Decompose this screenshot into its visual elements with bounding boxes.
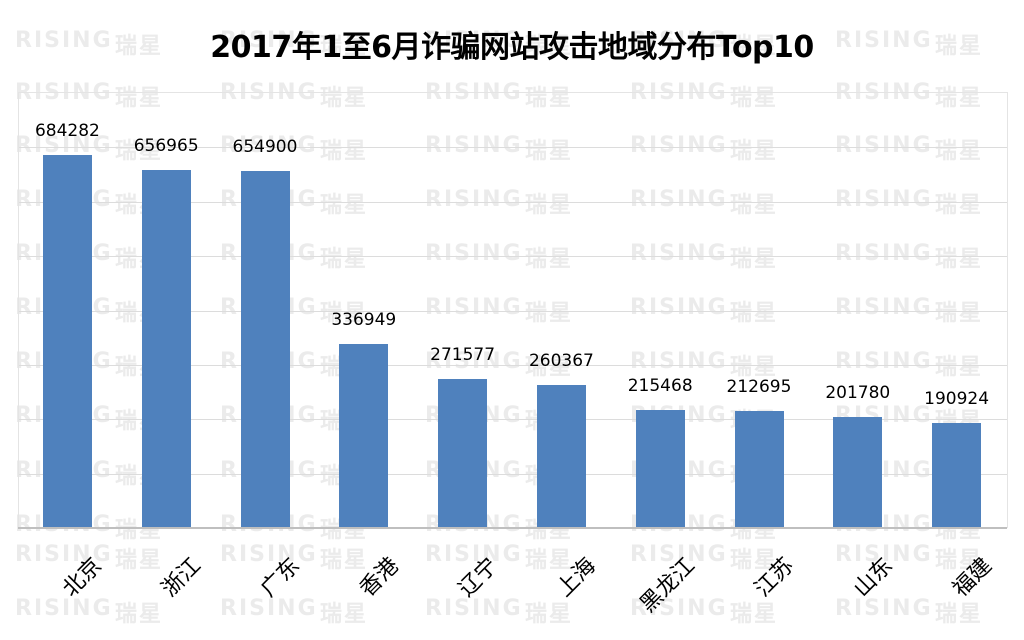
x-axis-category-label: 香港: [354, 553, 404, 603]
data-label: 212695: [726, 377, 792, 398]
data-label: 654900: [232, 136, 298, 157]
x-axis-category-label: 上海: [552, 553, 602, 603]
x-axis-line: [18, 527, 1007, 529]
watermark-text: RISING: [835, 596, 933, 621]
data-label: 215468: [627, 375, 693, 396]
plot-area: [18, 92, 1008, 528]
y-gridline: [19, 147, 1007, 149]
watermark-text: 瑞星: [115, 602, 164, 627]
bar: [833, 417, 883, 527]
watermark-text: 瑞星: [525, 602, 574, 627]
bar: [141, 169, 191, 527]
data-label: 271577: [430, 345, 496, 366]
watermark-text: RISING: [220, 596, 318, 621]
x-axis-category-label: 浙江: [157, 553, 207, 603]
bar: [932, 423, 982, 527]
bar: [734, 411, 784, 527]
y-gridline: [19, 256, 1007, 258]
y-gridline: [19, 310, 1007, 312]
x-axis-category-label: 广东: [256, 553, 305, 603]
bar: [339, 343, 389, 527]
x-axis-category-label: 山东: [848, 553, 898, 603]
y-gridline: [19, 473, 1007, 475]
data-label: 336949: [331, 309, 397, 330]
watermark-text: 瑞星: [320, 602, 369, 627]
x-axis-category-label: 黑龙江: [635, 553, 701, 618]
watermark-text: 瑞星: [115, 548, 164, 573]
y-gridline: [19, 419, 1007, 421]
x-axis-category-label: 江苏: [750, 553, 799, 603]
x-axis-category-label: 北京: [58, 553, 108, 603]
data-label: 201780: [825, 383, 891, 404]
y-gridline: [19, 201, 1007, 203]
bar: [240, 170, 290, 527]
bar: [536, 385, 586, 527]
x-axis-category-label: 福建: [947, 553, 997, 603]
data-label: 260367: [528, 351, 594, 372]
data-label: 684282: [34, 120, 100, 141]
x-axis-category-label: 辽宁: [453, 553, 503, 603]
watermark-text: 瑞星: [730, 602, 779, 627]
watermark-text: RISING: [15, 596, 113, 621]
bar: [438, 379, 488, 527]
data-label: 656965: [133, 135, 199, 156]
chart-title: 2017年1至6月诈骗网站攻击地域分布Top10: [210, 30, 814, 65]
bar: [635, 409, 685, 527]
y-gridline: [19, 364, 1007, 366]
bar: [42, 154, 92, 527]
data-label: 190924: [924, 389, 990, 410]
watermark-text: 瑞星: [935, 602, 984, 627]
